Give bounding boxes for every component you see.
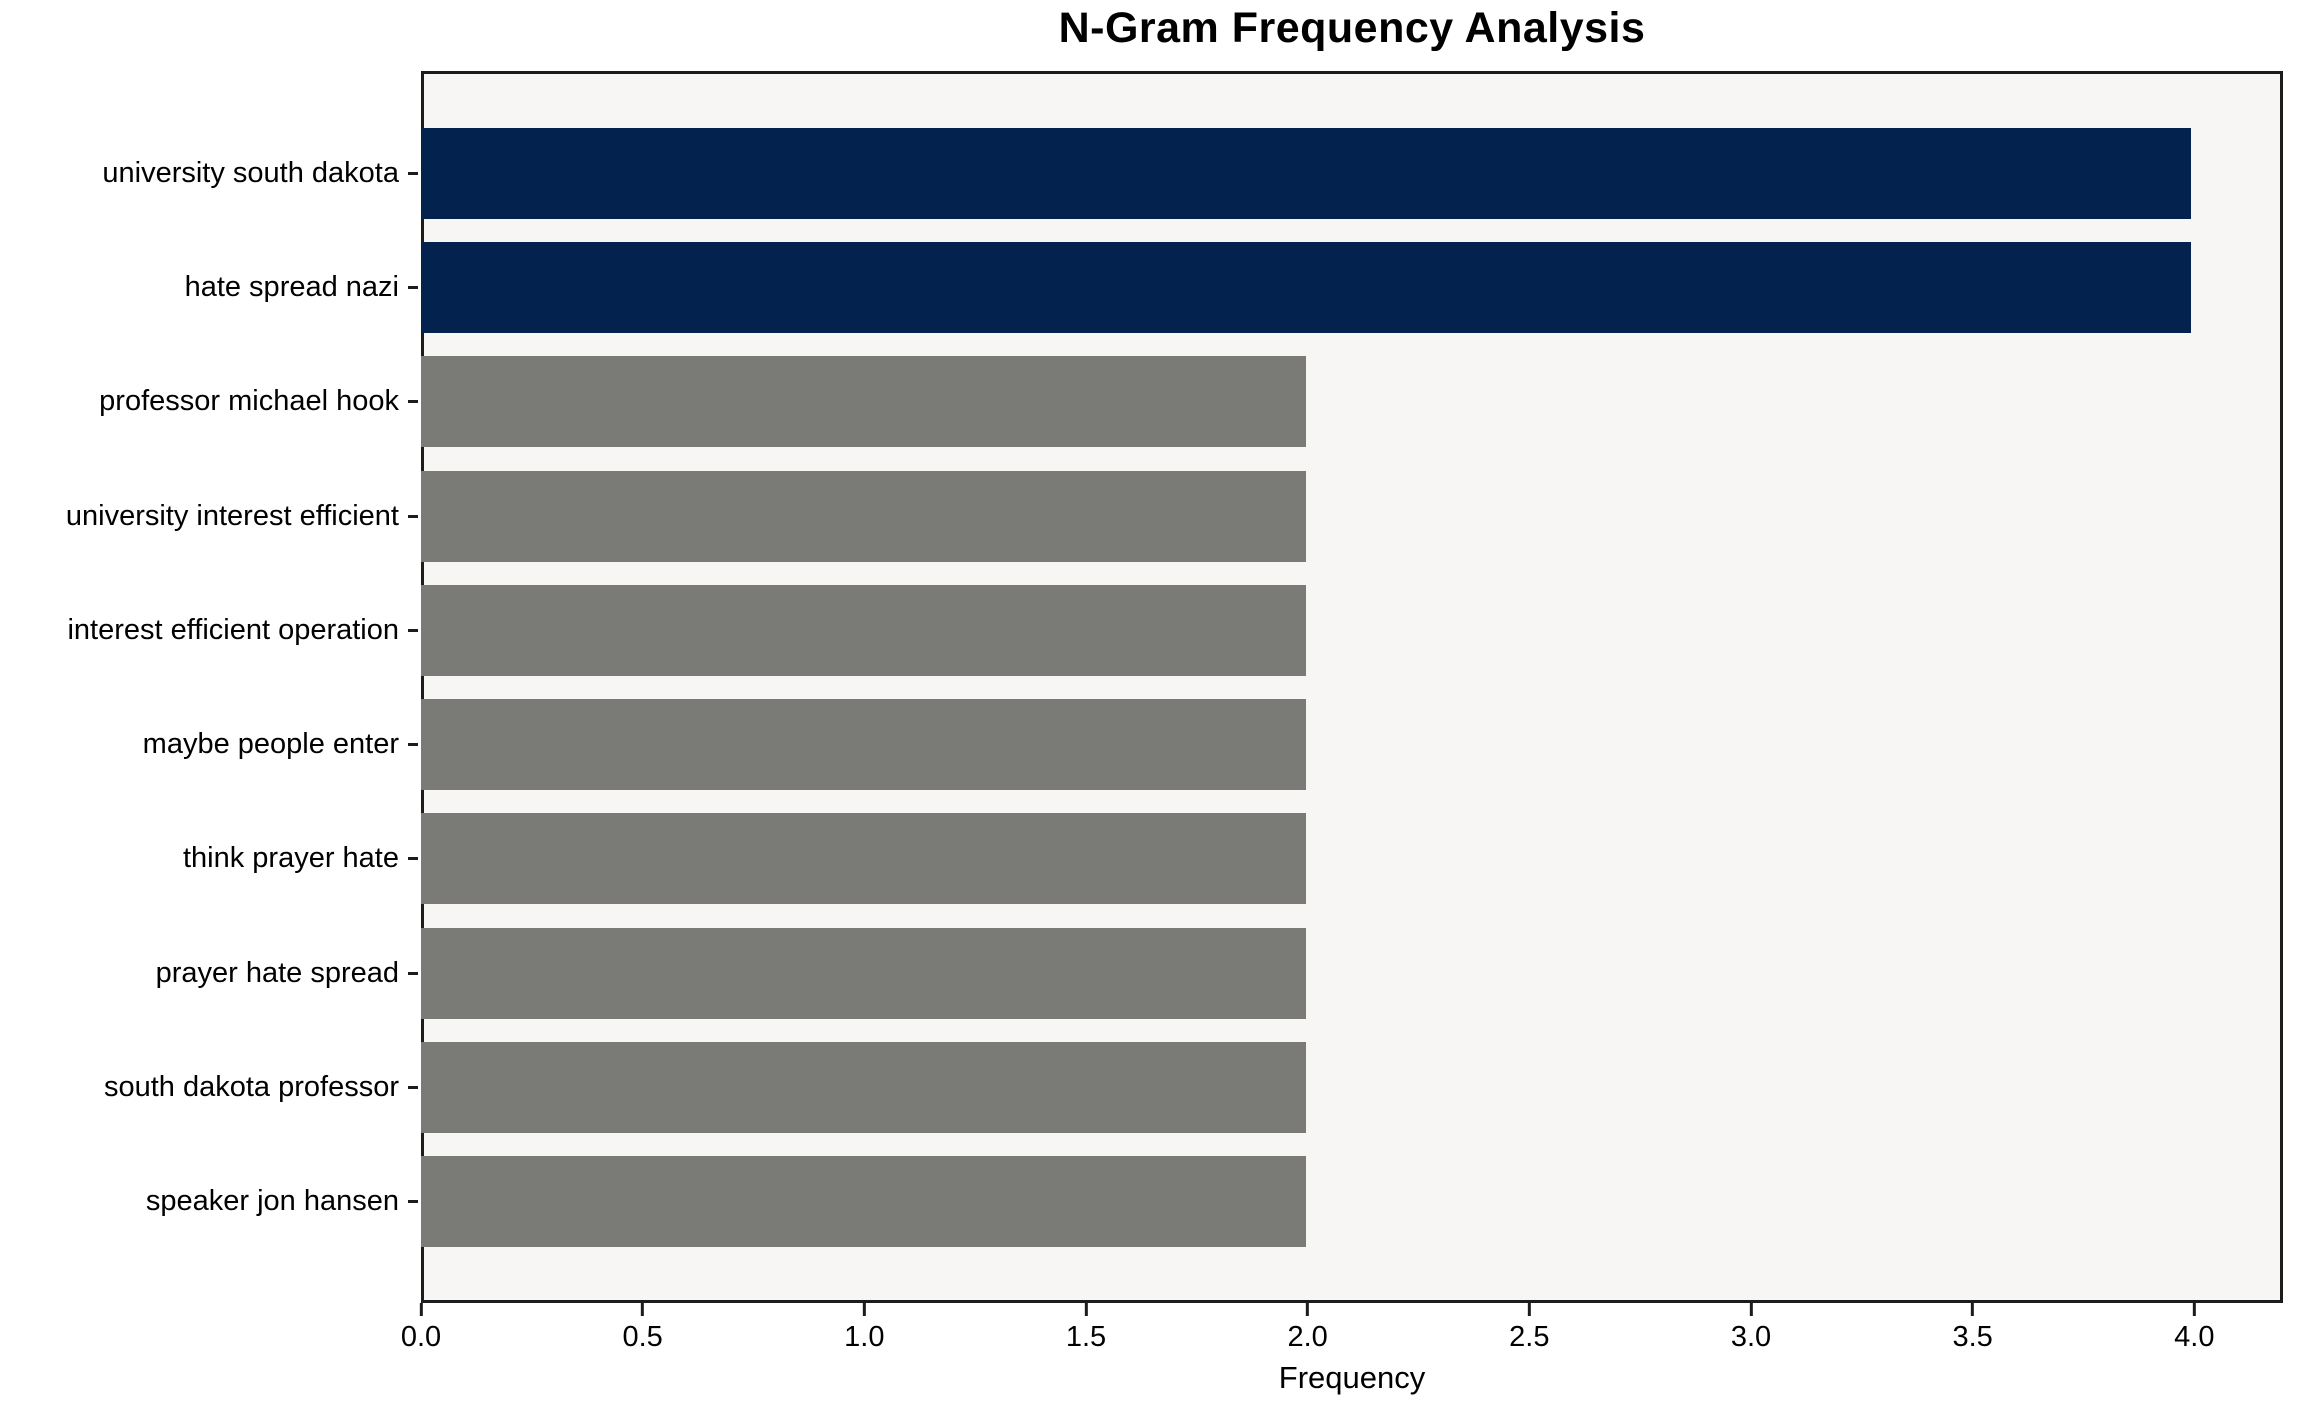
- y-tick-mark: [408, 628, 418, 632]
- bar-track: [421, 241, 2280, 333]
- category-label: maybe people enter: [142, 728, 399, 761]
- bar: [421, 356, 1307, 448]
- bar-row: maybe people enter: [0, 687, 2283, 801]
- x-tick-mark: [1527, 1303, 1531, 1316]
- x-tick-label: 3.5: [1952, 1321, 1993, 1353]
- bar: [421, 927, 1307, 1019]
- category-label: south dakota professor: [103, 1071, 399, 1104]
- x-tick-label: 0.0: [400, 1321, 442, 1353]
- x-tick: 1.5: [1066, 1303, 1106, 1354]
- x-tick-mark: [862, 1303, 866, 1316]
- bar: [421, 813, 1307, 905]
- bar-row: university south dakota: [0, 116, 2283, 230]
- category-label: prayer hate spread: [155, 956, 399, 989]
- bar-track: [421, 1156, 2280, 1248]
- x-tick-mark: [419, 1303, 423, 1316]
- category-label: interest efficient operation: [67, 613, 399, 646]
- bar-track: [421, 1042, 2280, 1134]
- bar-track: [421, 927, 2280, 1019]
- bar: [421, 470, 1307, 562]
- x-axis: 0.0 0.5 1.0 1.5 2.0 2.5 3.0 3.5 4.0: [401, 1303, 2283, 1363]
- x-tick: 0.0: [401, 1303, 441, 1354]
- x-tick-mark: [1971, 1303, 1975, 1316]
- x-tick: 1.0: [844, 1303, 884, 1354]
- x-tick: 3.5: [1952, 1303, 1993, 1354]
- bar-row: university interest efficient: [0, 459, 2283, 573]
- bar-track: [421, 813, 2280, 905]
- y-tick-mark: [408, 400, 418, 404]
- x-tick-label: 4.0: [2174, 1321, 2215, 1353]
- y-tick-mark: [408, 285, 418, 289]
- x-tick-label: 2.0: [1287, 1321, 1328, 1353]
- bar-track: [421, 356, 2280, 448]
- bar-row: think prayer hate: [0, 802, 2283, 916]
- bar: [421, 1156, 1307, 1248]
- x-tick-label: 3.0: [1730, 1321, 1772, 1353]
- bar-row: hate spread nazi: [0, 230, 2283, 344]
- x-tick: 3.0: [1731, 1303, 1771, 1354]
- bar: [421, 699, 1307, 791]
- x-tick: 2.5: [1509, 1303, 1549, 1354]
- bar-track: [421, 584, 2280, 676]
- y-tick-mark: [408, 857, 418, 861]
- chart-title: N-Gram Frequency Analysis: [1058, 4, 1646, 52]
- bar: [421, 241, 2192, 333]
- x-tick-label: 1.5: [1065, 1321, 1107, 1353]
- category-label: hate spread nazi: [184, 270, 399, 303]
- y-tick-mark: [408, 743, 418, 747]
- x-tick-label: 2.5: [1509, 1321, 1550, 1353]
- x-axis-title: Frequency: [1278, 1360, 1426, 1395]
- x-tick: 0.5: [622, 1303, 663, 1354]
- category-label: university interest efficient: [65, 499, 399, 532]
- bar-row: speaker jon hansen: [0, 1145, 2283, 1259]
- x-tick: 2.0: [1287, 1303, 1328, 1354]
- x-tick-mark: [1084, 1303, 1088, 1316]
- category-label: speaker jon hansen: [145, 1185, 399, 1218]
- y-tick-mark: [408, 514, 418, 518]
- category-label: think prayer hate: [182, 842, 399, 875]
- bar-row: prayer hate spread: [0, 916, 2283, 1030]
- bar-rows: university south dakota hate spread nazi p…: [0, 116, 2283, 1259]
- bar-row: interest efficient operation: [0, 573, 2283, 687]
- x-tick-mark: [1306, 1303, 1310, 1316]
- x-tick: 4.0: [2174, 1303, 2214, 1354]
- bar-track: [421, 699, 2280, 791]
- y-tick-mark: [408, 1086, 418, 1090]
- x-tick-label: 1.0: [844, 1321, 885, 1353]
- bar-track: [421, 470, 2280, 562]
- bar-track: [421, 127, 2280, 219]
- x-tick-mark: [1749, 1303, 1753, 1316]
- y-tick-mark: [408, 1200, 418, 1204]
- category-label: professor michael hook: [99, 385, 399, 418]
- bar: [421, 584, 1307, 676]
- bar: [421, 1042, 1307, 1134]
- x-tick-label: 0.5: [622, 1321, 663, 1353]
- x-tick-mark: [641, 1303, 645, 1316]
- bar: [421, 127, 2192, 219]
- category-label: university south dakota: [102, 156, 399, 189]
- y-tick-mark: [408, 171, 418, 175]
- y-tick-mark: [408, 971, 418, 975]
- x-tick-mark: [2192, 1303, 2196, 1316]
- bar-row: south dakota professor: [0, 1030, 2283, 1144]
- bar-row: professor michael hook: [0, 345, 2283, 459]
